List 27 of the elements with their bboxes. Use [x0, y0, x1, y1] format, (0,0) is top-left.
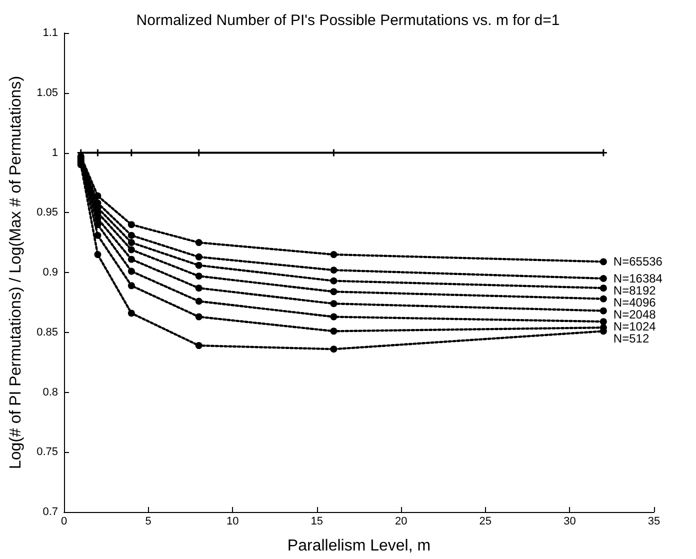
x-axis-title: Parallelism Level, m [287, 538, 431, 554]
chart-title: Normalized Number of PI's Possible Permutations vs. m for d=1 [136, 12, 560, 29]
series-label: N=4096 [613, 295, 656, 310]
x-tick-label: 15 [310, 516, 323, 528]
series-label: N=65536 [613, 254, 663, 269]
y-tick-label: 0.75 [36, 446, 58, 458]
x-tick-label: 25 [479, 516, 492, 528]
x-tick-label: 0 [60, 516, 68, 528]
x-tick-label: 20 [395, 516, 408, 528]
series-label: N=16384 [613, 271, 663, 286]
y-tick-label: 0.95 [36, 206, 58, 219]
series-label: N=8192 [613, 283, 656, 298]
y-tick-label: 1.1 [42, 27, 58, 39]
series-label: N=2048 [613, 307, 656, 322]
x-tick-label: 5 [145, 516, 152, 528]
y-tick-label: 1.05 [36, 86, 58, 99]
y-tick-label: 0.9 [42, 266, 58, 278]
x-tick-label: 30 [564, 516, 576, 528]
series-label: N=1024 [613, 319, 656, 334]
x-tick-label: 35 [648, 516, 660, 528]
x-tick-label: 10 [226, 516, 239, 528]
y-tick-label: 0.85 [36, 326, 58, 338]
series-label: N=512 [613, 331, 650, 346]
y-tick-label: 0.7 [42, 506, 58, 518]
y-tick-label: 0.8 [42, 386, 58, 398]
y-axis-title: Log(# of PI Permutations) / Log(Max # of Permutations) [8, 76, 24, 470]
y-tick-label: 1 [52, 146, 58, 159]
